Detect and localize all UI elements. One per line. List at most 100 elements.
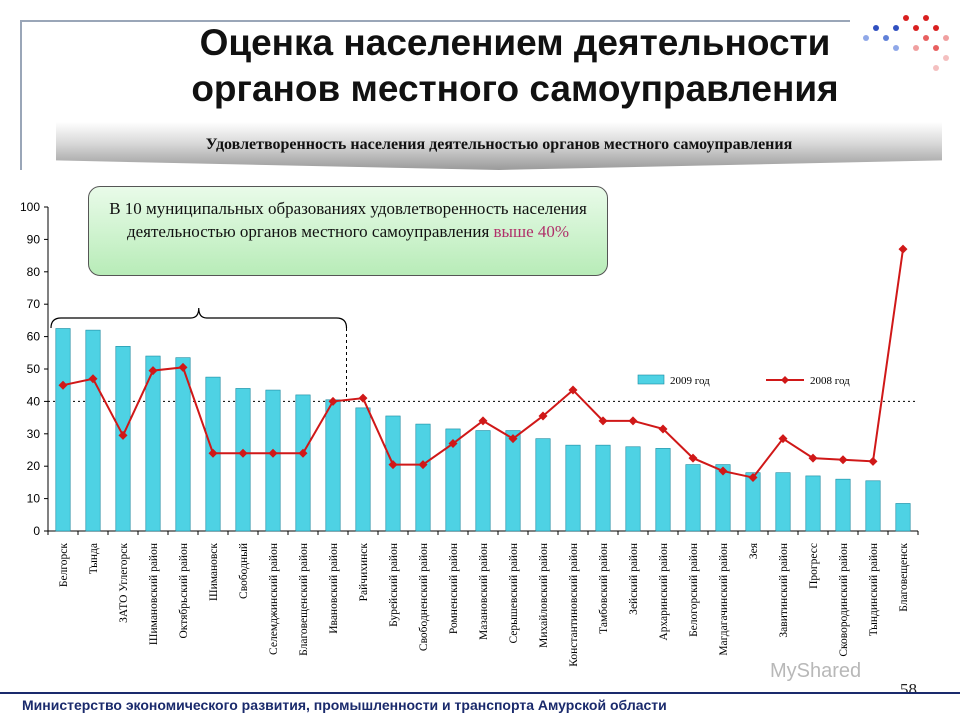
category-label: Бурейский район [388,543,400,627]
category-label: Ивановский район [328,543,340,634]
y-tick-label: 40 [27,394,41,408]
bar [535,438,551,532]
category-label: ЗАТО Углегорск [118,543,130,623]
line-point [478,416,488,426]
line-point [508,434,518,444]
line-point [808,453,818,463]
bar [895,503,911,532]
category-label: Мазановский район [478,543,490,640]
y-tick-label: 80 [27,265,41,279]
bar [745,472,761,532]
line-point [208,448,218,458]
line-point [58,380,68,390]
legend-swatch-2009 [637,374,665,385]
frame-line-left [20,20,22,170]
y-tick-label: 10 [27,492,41,506]
category-label: Шимановск [208,543,220,601]
bar [145,355,161,532]
title-line-1: Оценка населением деятельности [199,22,831,63]
line-point [448,439,458,449]
category-label: Серышевский район [508,543,520,644]
category-label: Тындинский район [868,543,880,636]
line-point [868,456,878,466]
category-label: Октябрьский район [178,543,190,639]
legend-marker-2008 [781,376,789,384]
line-point [418,460,428,470]
y-tick-label: 100 [20,200,40,214]
category-label: Михайловский район [538,543,550,648]
legend-label-2009: 2009 год [670,375,710,387]
bar [355,407,371,532]
bar [865,480,881,532]
category-label: Райчихинск [358,543,370,602]
watermark: MyShared [770,660,862,682]
y-tick-label: 70 [27,297,41,311]
y-tick-label: 50 [27,362,41,376]
callout-highlight: выше 40% [493,222,570,241]
bar [805,475,821,532]
line-point [88,374,98,384]
category-label: Свободный [238,543,250,599]
y-tick-label: 60 [27,330,41,344]
bar [475,430,491,532]
y-tick-label: 20 [27,459,41,473]
footer-bar [0,692,960,720]
line-point [178,362,188,372]
line-point [268,448,278,458]
line-point [838,455,848,465]
bar [685,464,701,532]
callout-box: В 10 муниципальных образованиях удовлетв… [88,186,608,276]
line-point [388,460,398,470]
line-point [238,448,248,458]
bar [85,329,101,532]
bracket [50,307,348,329]
category-label: Магдагачинский район [718,543,730,656]
line-point [328,396,338,406]
bar [445,428,461,532]
bar [625,446,641,532]
frame-line-top [20,20,850,22]
bar [235,388,251,532]
line-point [118,430,128,440]
line-point [148,366,158,376]
line-point [748,473,758,483]
legend-label-2008: 2008 год [810,375,850,387]
line-point [298,448,308,458]
category-label: Селемджинский район [268,543,280,655]
line-point [658,424,668,434]
y-tick-label: 0 [33,524,40,538]
bar [595,444,611,532]
category-label: Благовещенск [898,543,910,612]
line-point [598,416,608,426]
bar [775,472,791,532]
category-label: Белогорский район [688,543,700,637]
subtitle-banner [56,122,942,170]
decorative-dots-icon [863,15,949,71]
bar [385,415,401,532]
line-point [688,453,698,463]
category-label: Тында [88,543,100,574]
line-point [568,385,578,395]
bar [265,389,281,532]
bar-line-chart: 0 10 20 30 40 50 60 70 80 90 100 Белгорск Тында ЗАТО … [20,200,919,667]
category-label: Тамбовский район [598,543,610,634]
bar [325,399,341,532]
bar [565,444,581,532]
y-tick-label: 30 [27,427,41,441]
category-label: Зея [748,542,760,559]
category-label: Шимановский район [148,543,160,645]
category-label: Благовещенский район [298,543,310,656]
line-point [358,393,368,403]
category-label: Свободненский район [418,543,430,651]
bar [415,423,431,532]
line-point [718,466,728,476]
bar [835,478,851,532]
category-label: Сковородинский район [838,543,850,657]
line-point [778,434,788,444]
callout-text: В 10 муниципальных образованиях удовлетв… [109,199,587,241]
bar [55,328,71,532]
slide-title: Оценка населением деятельности органов м… [110,20,920,112]
bar [715,464,731,532]
line-point [628,416,638,426]
banner-text: Удовлетворенность населения деятельность… [205,136,793,153]
